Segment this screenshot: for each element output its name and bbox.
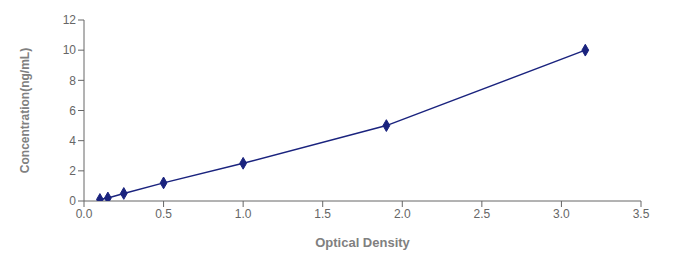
svg-text:1.5: 1.5 (314, 207, 331, 221)
svg-text:12: 12 (63, 13, 77, 27)
svg-text:0.0: 0.0 (76, 207, 93, 221)
svg-text:Concentration(ng/mL): Concentration(ng/mL) (18, 48, 32, 173)
svg-text:2: 2 (69, 164, 76, 178)
svg-text:2.0: 2.0 (394, 207, 411, 221)
svg-text:4: 4 (69, 134, 76, 148)
svg-text:8: 8 (69, 74, 76, 88)
svg-text:10: 10 (63, 43, 77, 57)
svg-text:0: 0 (69, 194, 76, 208)
svg-text:3.5: 3.5 (633, 207, 650, 221)
svg-text:Optical Density: Optical Density (315, 235, 410, 250)
svg-text:0.5: 0.5 (155, 207, 172, 221)
svg-text:1.0: 1.0 (235, 207, 252, 221)
svg-text:6: 6 (69, 104, 76, 118)
svg-text:3.0: 3.0 (553, 207, 570, 221)
svg-text:2.5: 2.5 (474, 207, 491, 221)
